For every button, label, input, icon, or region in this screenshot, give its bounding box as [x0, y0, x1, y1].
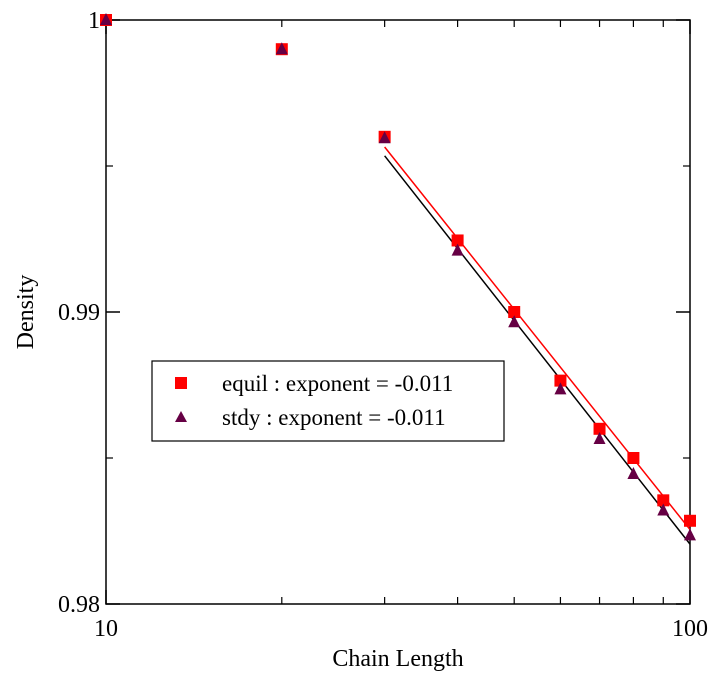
legend: equil : exponent = -0.011 stdy : exponen…: [151, 360, 505, 442]
x-tick-label: 100: [672, 616, 708, 642]
data-markers: [100, 13, 696, 541]
point-equil: [593, 422, 606, 435]
axis-ticks: 10 100 0.98 0.99 1: [58, 8, 708, 642]
y-tick-label: 1: [88, 8, 100, 34]
legend-marker-equil: [175, 377, 187, 389]
legend-box: [151, 360, 505, 442]
legend-label-stdy: stdy : exponent = -0.011: [222, 405, 446, 430]
point-equil: [684, 514, 696, 527]
y-tick-label: 0.99: [58, 300, 100, 326]
y-tick-label: 0.98: [58, 592, 100, 618]
plot-frame: [105, 19, 691, 605]
point-equil: [508, 306, 521, 318]
point-equil: [554, 374, 567, 387]
point-stdy: [684, 528, 696, 541]
point-stdy: [378, 131, 391, 144]
legend-marker-stdy: [175, 411, 187, 422]
point-stdy: [100, 13, 112, 25]
point-stdy: [657, 503, 670, 516]
x-axis-label: Chain Length: [332, 646, 463, 672]
point-stdy: [627, 467, 640, 480]
point-stdy: [275, 42, 288, 55]
point-stdy: [554, 382, 567, 395]
point-equil: [451, 234, 464, 247]
x-tick-label: 10: [94, 616, 118, 642]
point-stdy: [451, 243, 464, 256]
fit-line-equil: [384, 146, 691, 531]
point-equil: [657, 494, 670, 507]
y-axis-label: Density: [13, 275, 39, 350]
point-stdy: [508, 315, 521, 328]
point-stdy: [593, 432, 606, 445]
fit-lines: [384, 146, 691, 545]
point-equil: [627, 452, 640, 464]
legend-label-equil: equil : exponent = -0.011: [222, 371, 453, 396]
fit-line-stdy: [384, 155, 691, 545]
